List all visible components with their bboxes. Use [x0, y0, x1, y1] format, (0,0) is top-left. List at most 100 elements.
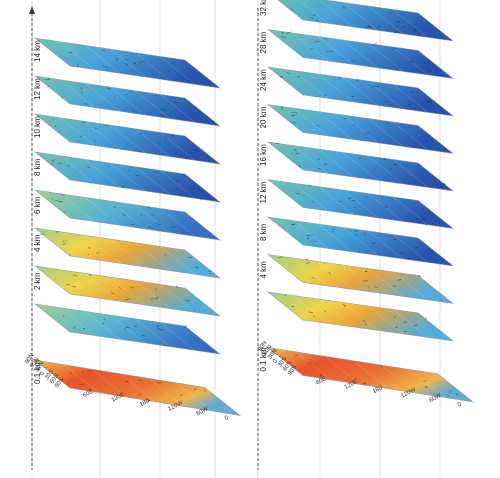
lon-tick-label: 60W — [196, 406, 210, 417]
lat-tick-label: 30S — [44, 369, 55, 381]
altitude-label: 32 km — [259, 0, 268, 16]
altitude-label: 12 km — [33, 78, 42, 100]
coastline — [51, 159, 203, 200]
lat-tick-label: 30N — [267, 348, 278, 360]
layer-surface — [33, 113, 222, 165]
graticule-line — [342, 189, 379, 219]
axis-arrow-icon — [29, 6, 35, 14]
coastline — [44, 78, 179, 117]
graticule-line — [59, 307, 96, 336]
graticule-line — [59, 193, 96, 222]
map-layer: 4 km — [259, 254, 455, 304]
coastline — [274, 142, 446, 188]
altitude-label: 12 km — [259, 181, 268, 203]
lat-tick-label: 90N — [24, 353, 35, 365]
graticule-line — [59, 269, 96, 298]
graticule-line — [84, 45, 121, 74]
graticule-line — [342, 227, 379, 256]
lat-tick-label: 60S — [49, 373, 60, 385]
layer-surface — [266, 254, 455, 304]
graticule-line — [392, 9, 429, 38]
altitude-label: 10 km — [33, 116, 42, 138]
lon-tick-label: 180 — [139, 398, 151, 408]
graticule-line — [134, 52, 171, 81]
graticule-line — [109, 314, 146, 344]
map-layer — [33, 303, 222, 355]
graticule-line — [59, 155, 96, 184]
graticule-line — [148, 378, 184, 407]
graticule-line — [392, 159, 429, 188]
map-layer: 10 km — [33, 113, 222, 165]
altitude-label: 16 km — [259, 144, 268, 166]
lat-tick-label: 60S — [282, 360, 293, 372]
graticule-line — [63, 364, 99, 393]
coastline — [68, 49, 190, 73]
graticule-line — [159, 170, 196, 199]
layer-surface — [33, 151, 222, 203]
graticule-line — [317, 298, 354, 328]
map-layer: 28 km — [259, 29, 455, 79]
layer-surface — [33, 37, 222, 89]
graticule-line — [367, 43, 404, 72]
map-layer: 8 km — [33, 151, 222, 203]
left-panel: 14 km 12 km 10 km 8 km 6 km 4 km 2 km 0.1 km 60E… — [24, 0, 242, 478]
graticule-line — [119, 373, 156, 402]
lon-tick-label: 120E — [111, 392, 126, 404]
graticule-line — [298, 0, 329, 24]
graticule-line — [292, 145, 329, 174]
coastline — [277, 256, 443, 302]
coastline — [52, 119, 197, 160]
layer-surface — [33, 265, 222, 317]
lon-tick-label: 60E — [315, 376, 327, 386]
coastline — [280, 31, 440, 77]
coastline — [62, 315, 187, 346]
graticule-line — [352, 360, 389, 389]
graticule-line — [84, 159, 121, 188]
lat-tick-label: 30S — [277, 356, 288, 368]
graticule-line — [59, 117, 96, 146]
lat-tick-label: 0 — [272, 358, 279, 365]
map-layer: 32 km — [259, 0, 455, 42]
graticule-line — [292, 257, 329, 287]
map-layer: 12 km — [259, 179, 455, 229]
graticule-line — [367, 118, 404, 147]
graticule-line — [392, 196, 429, 226]
graticule-line — [317, 73, 354, 103]
lon-tick-label: 120E — [344, 379, 359, 391]
lat-tick-label: 60N — [262, 344, 273, 356]
graticule-line — [318, 0, 354, 28]
graticule-line — [392, 84, 429, 113]
graticule-line — [292, 32, 329, 62]
graticule-line — [109, 124, 146, 154]
altitude-label: 20 km — [259, 106, 268, 128]
coastline — [65, 274, 195, 312]
graticule-line — [109, 48, 146, 78]
layer-surface — [266, 216, 455, 267]
graticule-line — [367, 268, 404, 297]
graticule-line — [59, 231, 96, 260]
coastline — [290, 0, 417, 33]
graticule-line — [342, 77, 379, 106]
map-layer: 14 km — [33, 37, 222, 89]
graticule-line — [317, 261, 354, 290]
graticule-line — [317, 186, 354, 215]
graticule-line — [342, 302, 379, 331]
coastline — [296, 185, 428, 226]
graticule-line — [342, 114, 379, 144]
lon-tick-label: 0 — [224, 415, 230, 422]
graticule-line — [317, 223, 354, 253]
lat-tick-label: 90S — [287, 364, 298, 376]
graticule-line — [109, 162, 146, 192]
coastline — [279, 71, 432, 106]
coastline — [44, 366, 208, 402]
graticule-line — [367, 305, 404, 335]
coastline — [52, 193, 177, 229]
graticule-line — [134, 204, 171, 233]
altitude-label: 14 km — [33, 40, 42, 62]
graticule-line — [109, 86, 146, 116]
layer-surface — [266, 66, 455, 117]
graticule-line — [159, 208, 196, 237]
altitude-label: 0.1 km — [259, 347, 268, 371]
map-layer: 4 km — [33, 227, 222, 279]
